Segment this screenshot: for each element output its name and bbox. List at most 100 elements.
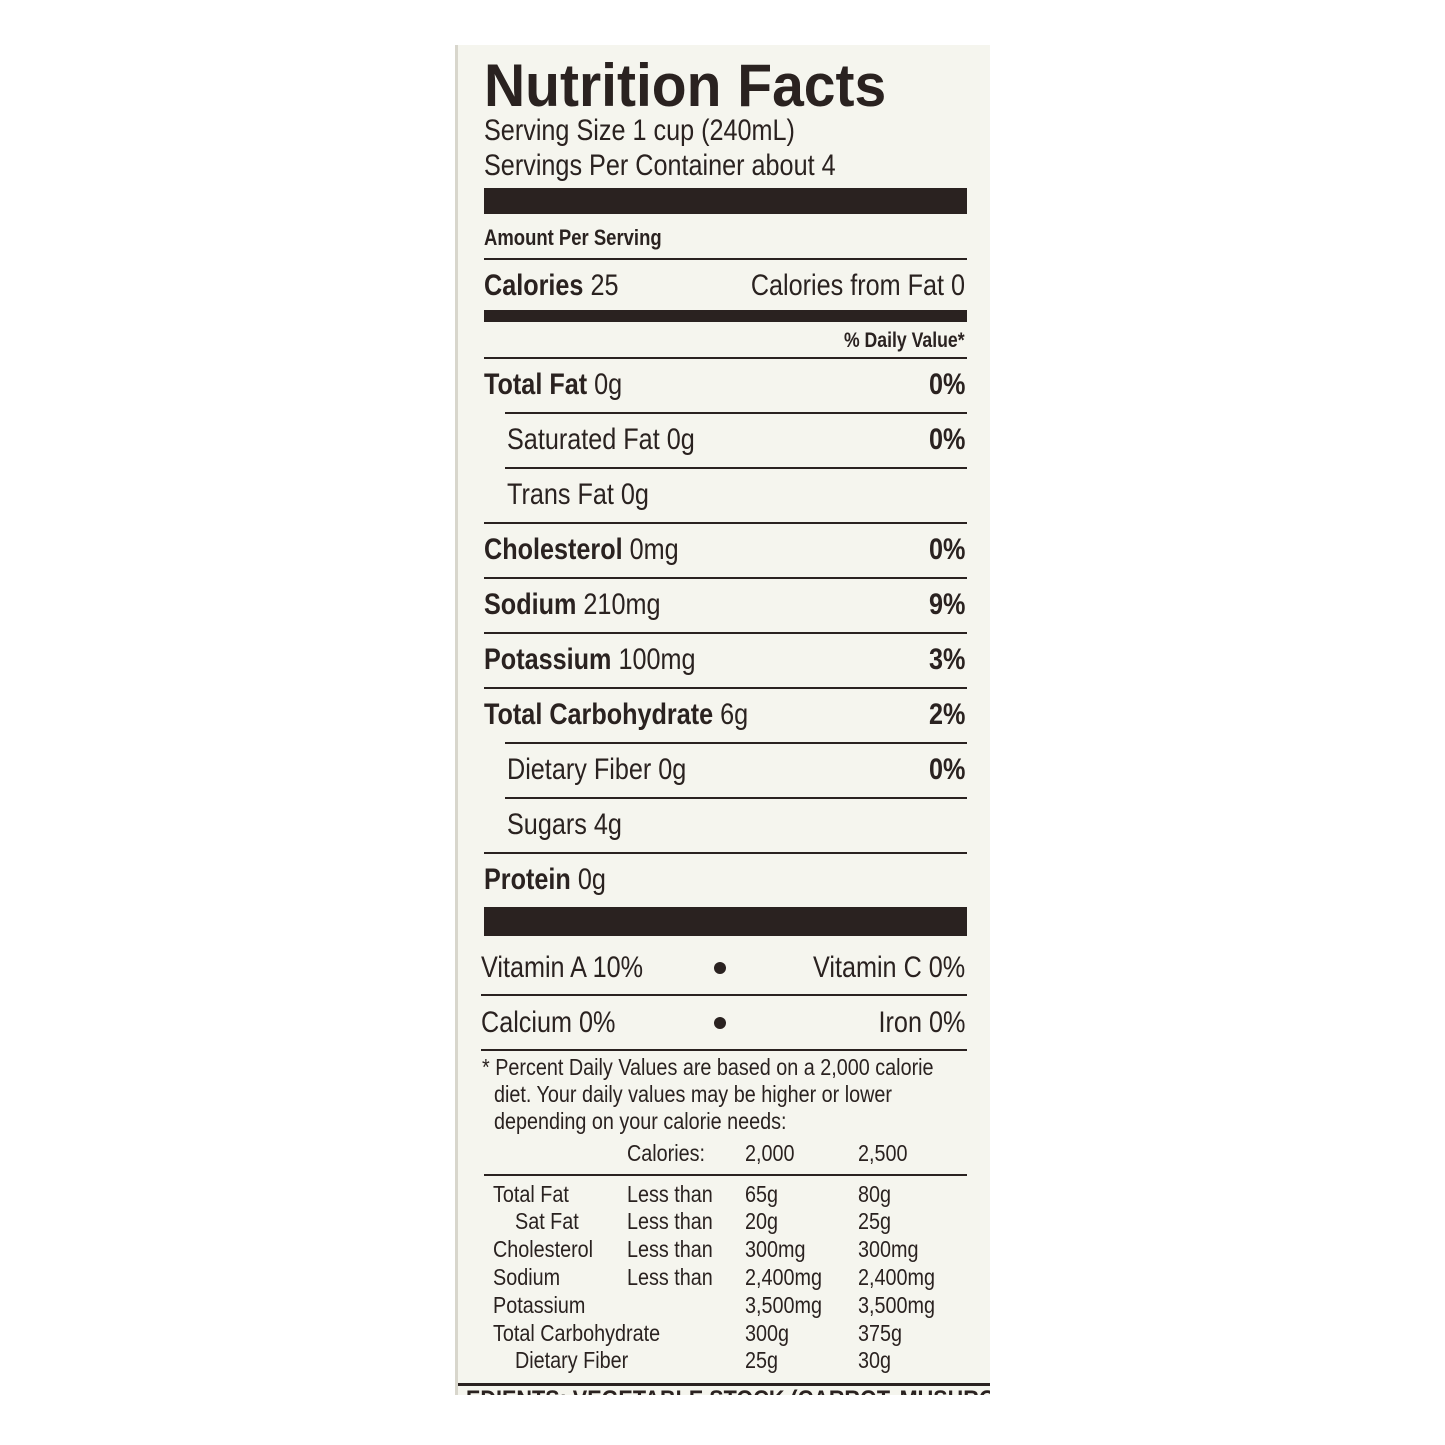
footnote-line: depending on your calorie needs: — [494, 1107, 787, 1134]
servings-per-container: Servings Per Container about 4 — [484, 149, 836, 182]
dv-2000: 25g — [745, 1347, 779, 1374]
rule — [484, 258, 967, 260]
nutrient-dv: 9% — [928, 588, 965, 621]
vitamin-left: Calcium 0% — [481, 1006, 616, 1039]
rule — [505, 797, 967, 799]
dv-2500: 25g — [858, 1208, 892, 1235]
dv-2500: 80g — [858, 1180, 892, 1207]
nutrient-amount: 6g — [720, 698, 749, 731]
nutrient-name: Potassium — [484, 643, 612, 676]
footnote-line: diet. Your daily values may be higher or… — [494, 1080, 893, 1107]
calories-label: Calories — [484, 269, 584, 302]
nutrient-amount: 100mg — [618, 643, 696, 676]
dv-2500: 375g — [858, 1319, 903, 1346]
vitamin-right: Vitamin C 0% — [812, 951, 965, 984]
rule — [484, 522, 967, 524]
nutrient-name: Sodium — [484, 588, 577, 621]
ingredients-fragment: EDIENTS: VEGETABLE STOCK (CARROT, MUSHRO — [466, 1388, 990, 1396]
dv-limit: Less than — [627, 1263, 713, 1290]
rule — [484, 1174, 967, 1176]
rule — [505, 742, 967, 744]
dv-name: Total Fat — [493, 1180, 569, 1207]
nutrient-row: Protein 0g — [484, 865, 606, 895]
nutrient-dv: 3% — [928, 643, 965, 676]
nutrient-row: Cholesterol 0mg — [484, 535, 679, 565]
daily-value-header: % Daily Value* — [844, 328, 965, 352]
dv-2500: 30g — [858, 1347, 892, 1374]
rule — [505, 467, 967, 469]
nutrient-amount: 210mg — [583, 588, 661, 621]
calories-value: 25 — [590, 269, 619, 302]
dv-2500: 2,400mg — [858, 1263, 935, 1290]
nutrient-name: Total Carbohydrate — [484, 698, 714, 731]
bullet — [714, 1017, 726, 1029]
vitamin-right: Iron 0% — [878, 1006, 965, 1039]
nutrient-row: Total Fat 0g — [484, 370, 622, 400]
nutrient-name: Total Fat — [484, 368, 588, 401]
rule — [484, 357, 967, 359]
nutrient-name: Dietary Fiber — [507, 753, 652, 786]
nutrient-name: Saturated Fat — [507, 423, 660, 456]
nutrient-row: Saturated Fat 0g — [507, 425, 695, 455]
calories-row: Calories 25 — [484, 271, 618, 301]
nutrient-row: Dietary Fiber 0g — [507, 755, 686, 785]
dv-name: Sat Fat — [515, 1208, 579, 1235]
nutrient-dv: 0% — [928, 753, 965, 786]
dv-2000: 3,500mg — [745, 1291, 822, 1318]
dv-2500: 3,500mg — [858, 1291, 935, 1318]
nutrient-amount: 0g — [594, 368, 623, 401]
dv-2000: 300mg — [745, 1236, 806, 1263]
rule — [505, 412, 967, 414]
nutrient-amount: 0g — [658, 753, 687, 786]
nutrient-row: Potassium 100mg — [484, 645, 696, 675]
dv-2000: 2,400mg — [745, 1263, 822, 1290]
dv-header: 2,500 — [858, 1139, 908, 1166]
dv-name: Potassium — [493, 1291, 586, 1318]
nutrient-name: Protein — [484, 863, 571, 896]
dv-2000: 65g — [745, 1180, 779, 1207]
nutrient-name: Cholesterol — [484, 533, 623, 566]
footnote-line: * Percent Daily Values are based on a 2,… — [482, 1053, 934, 1080]
vitamin-left: Vitamin A 10% — [481, 951, 644, 984]
amount-per-serving: Amount Per Serving — [484, 225, 662, 250]
dv-2500: 300mg — [858, 1236, 919, 1263]
nutrient-amount: 0mg — [629, 533, 679, 566]
dv-name: Total Carbohydrate — [493, 1319, 661, 1346]
rule — [484, 310, 967, 322]
dv-limit: Less than — [627, 1180, 713, 1207]
dv-2000: 300g — [745, 1319, 790, 1346]
nutrient-dv: 0% — [928, 423, 965, 456]
nutrient-amount: 4g — [593, 808, 622, 841]
dv-name: Dietary Fiber — [515, 1347, 629, 1374]
dv-limit: Less than — [627, 1236, 713, 1263]
nutrient-amount: 0g — [620, 478, 649, 511]
nutrient-row: Trans Fat 0g — [507, 480, 649, 510]
dv-2000: 20g — [745, 1208, 779, 1235]
calories-from-fat: Calories from Fat 0 — [750, 269, 965, 302]
serving-size: Serving Size 1 cup (240mL) — [484, 114, 795, 147]
dv-name: Sodium — [493, 1263, 561, 1290]
nutrient-row: Sugars 4g — [507, 810, 622, 840]
nutrient-row: Sodium 210mg — [484, 590, 660, 620]
nutrient-amount: 0g — [577, 863, 606, 896]
nutrient-name: Trans Fat — [507, 478, 614, 511]
nutrient-name: Sugars — [507, 808, 587, 841]
dv-limit: Less than — [627, 1208, 713, 1235]
label-edge — [455, 45, 458, 1395]
bullet — [714, 962, 726, 974]
rule — [484, 188, 967, 214]
nutrition-label: Nutrition Facts Serving Size 1 cup (240mL… — [458, 45, 990, 1395]
nutrient-dv: 2% — [928, 698, 965, 731]
rule — [481, 994, 967, 996]
nutrient-amount: 0g — [666, 423, 695, 456]
rule — [458, 1383, 990, 1386]
rule — [484, 852, 967, 854]
title: Nutrition Facts — [484, 52, 887, 119]
nutrient-dv: 0% — [928, 533, 965, 566]
rule — [484, 687, 967, 689]
dv-header: 2,000 — [745, 1139, 795, 1166]
dv-header: Calories: — [627, 1139, 706, 1166]
rule — [484, 907, 967, 936]
rule — [481, 1049, 967, 1051]
